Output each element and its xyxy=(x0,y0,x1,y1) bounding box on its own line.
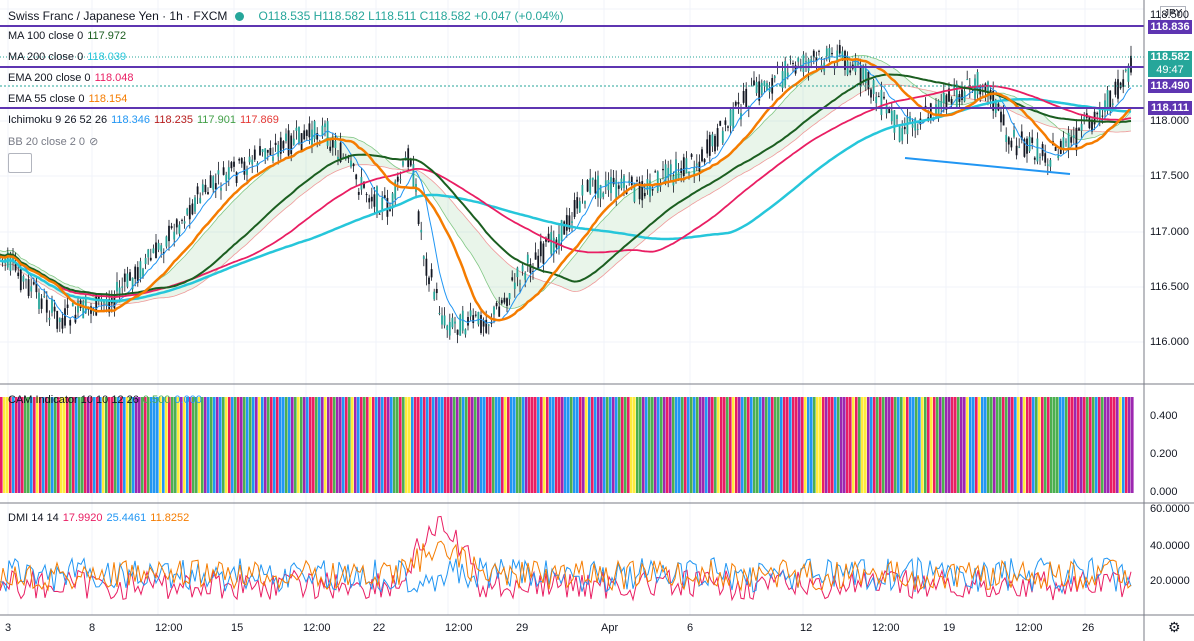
dmi-tick: 60.0000 xyxy=(1150,503,1190,515)
time-tick: 8 xyxy=(89,622,96,634)
cam-tick: 0.400 xyxy=(1150,410,1178,422)
ichimoku-cloud xyxy=(0,55,1132,309)
market-status-icon xyxy=(235,12,245,21)
study-cam[interactable]: CAM Indicator 10 10 12 26 0.500 0.000 xyxy=(8,394,202,406)
study-ema55[interactable]: EMA 55 close 0 118.154 xyxy=(8,93,128,105)
price-tick: 116.500 xyxy=(1150,281,1189,293)
study-bb[interactable]: BB 20 close 2 0 ⊘ xyxy=(8,136,99,148)
resistance-lines xyxy=(0,25,1144,109)
dmi-lines xyxy=(0,515,1132,602)
ohlc-values: O118.535 H118.582 L118.511 C118.582 +0.0… xyxy=(258,9,564,23)
price-tick: 118.000 xyxy=(1150,115,1189,127)
last-price-badge: 118.582 xyxy=(1148,51,1192,64)
time-tick: 12:00 xyxy=(872,622,900,634)
time-tick: 22 xyxy=(373,622,386,634)
time-tick: 29 xyxy=(516,622,529,634)
time-tick: 26 xyxy=(1082,622,1095,634)
cam-tick: 0.000 xyxy=(1150,486,1178,498)
cam-tick: 0.200 xyxy=(1150,448,1178,460)
gear-icon[interactable]: ⚙ xyxy=(1168,619,1181,635)
price-tick: 117.500 xyxy=(1150,170,1189,182)
time-tick: 15 xyxy=(231,622,244,634)
symbol-header: Swiss Franc / Japanese Yen · 1h · FXCM O1… xyxy=(8,9,564,23)
time-tick: 12:00 xyxy=(1015,622,1043,634)
grid-lines xyxy=(0,0,1144,615)
resistance-badge-r2: 118.490 xyxy=(1148,79,1192,93)
study-ema200[interactable]: EMA 200 close 0 118.048 xyxy=(8,72,134,84)
time-tick: 19 xyxy=(943,622,956,634)
time-tick: 12:00 xyxy=(155,622,183,634)
price-tick: 117.000 xyxy=(1150,226,1189,238)
time-tick: 3 xyxy=(5,622,12,634)
study-ichimoku[interactable]: Ichimoku 9 26 52 26 118.346 118.235 117.901… xyxy=(8,114,279,126)
cam-indicator-bars xyxy=(0,397,1134,493)
candlesticks xyxy=(0,39,1132,344)
time-tick: 12 xyxy=(800,622,813,634)
study-ma200[interactable]: MA 200 close 0 118.039 xyxy=(8,51,127,63)
dmi-tick: 20.0000 xyxy=(1150,575,1190,587)
hidden-eye-icon[interactable]: ⊘ xyxy=(89,136,99,148)
trend-line[interactable] xyxy=(904,157,1071,175)
time-tick: 12:00 xyxy=(303,622,331,634)
study-ma100[interactable]: MA 100 close 0 117.972 xyxy=(8,30,127,42)
resistance-badge-r1: 118.836 xyxy=(1148,20,1192,34)
dmi-tick: 40.0000 xyxy=(1150,540,1190,552)
symbol-title[interactable]: Swiss Franc / Japanese Yen · 1h · FXCM xyxy=(8,9,228,23)
study-dmi[interactable]: DMI 14 14 17.9920 25.4461 11.8252 xyxy=(8,512,190,524)
price-tick: 116.000 xyxy=(1150,336,1189,348)
time-tick: Apr xyxy=(601,622,619,634)
resistance-badge-r3: 118.111 xyxy=(1148,101,1192,115)
collapse-legend-button[interactable] xyxy=(8,153,32,173)
moving-average-lines xyxy=(0,55,1132,324)
time-tick: 12:00 xyxy=(445,622,473,634)
time-tick: 6 xyxy=(687,622,694,634)
price-tick: 118.500 xyxy=(1150,9,1189,21)
bar-countdown-badge: 49:47 xyxy=(1148,64,1192,77)
